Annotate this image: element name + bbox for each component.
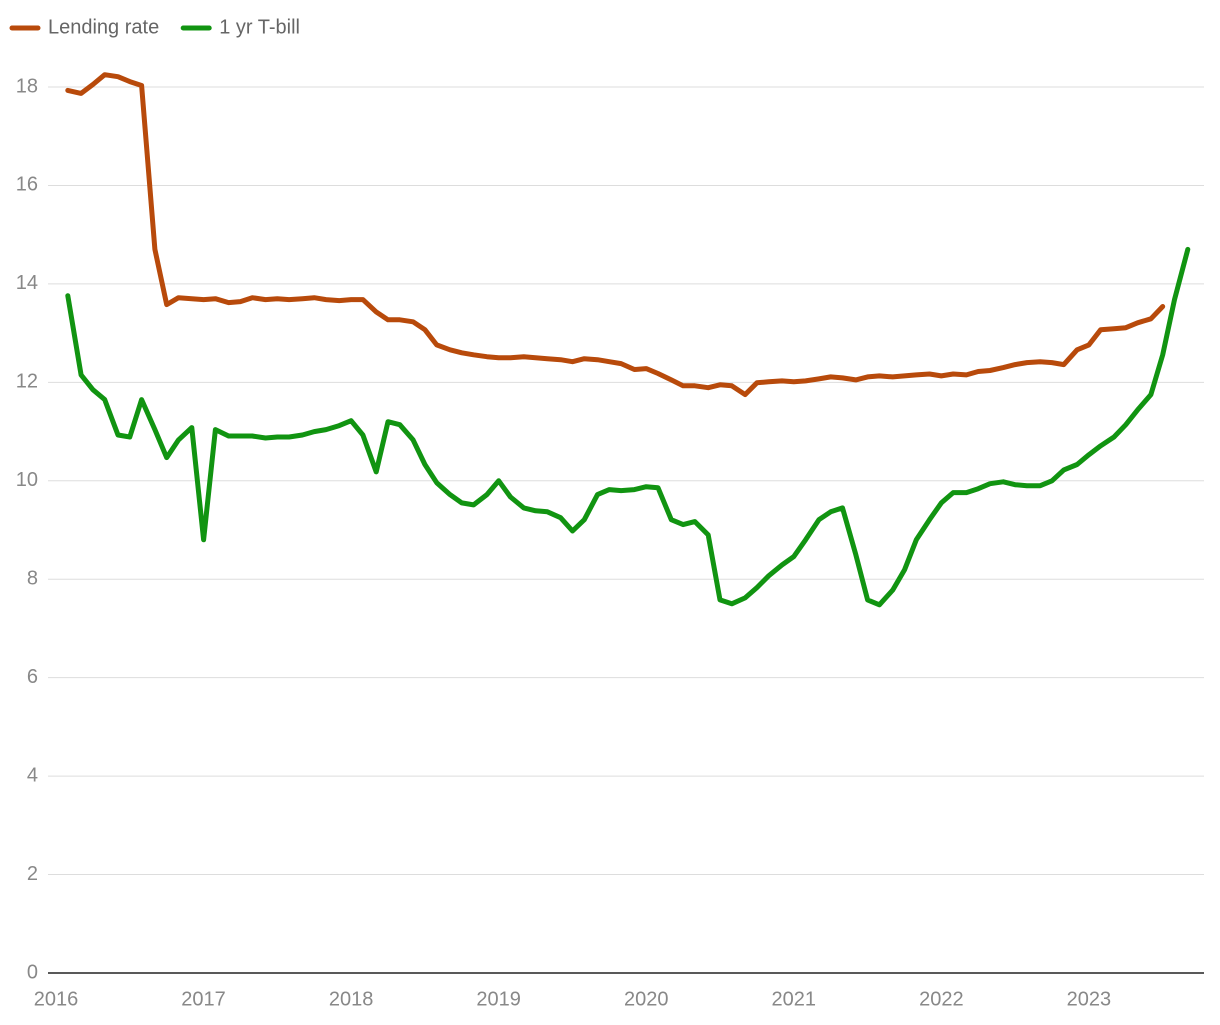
y-tick-label: 8 xyxy=(27,568,38,590)
x-tick-label: 2021 xyxy=(772,988,817,1010)
legend-label: 1 yr T-bill xyxy=(219,16,300,38)
y-tick-label: 18 xyxy=(16,75,38,97)
x-tick-label: 2016 xyxy=(34,988,79,1010)
y-tick-label: 4 xyxy=(27,764,38,786)
y-tick-label: 14 xyxy=(16,272,38,294)
x-tick-label: 2017 xyxy=(181,988,226,1010)
x-tick-label: 2018 xyxy=(329,988,374,1010)
legend-label: Lending rate xyxy=(48,16,159,38)
x-tick-label: 2022 xyxy=(919,988,964,1010)
y-tick-label: 2 xyxy=(27,863,38,885)
y-tick-label: 0 xyxy=(27,961,38,983)
y-tick-label: 16 xyxy=(16,174,38,196)
x-tick-label: 2023 xyxy=(1067,988,1112,1010)
y-tick-label: 10 xyxy=(16,469,38,491)
line-series xyxy=(65,72,1166,398)
line-series xyxy=(65,246,1191,608)
y-tick-label: 6 xyxy=(27,666,38,688)
y-tick-label: 12 xyxy=(16,371,38,393)
x-tick-label: 2019 xyxy=(476,988,521,1010)
x-tick-label: 2020 xyxy=(624,988,669,1010)
